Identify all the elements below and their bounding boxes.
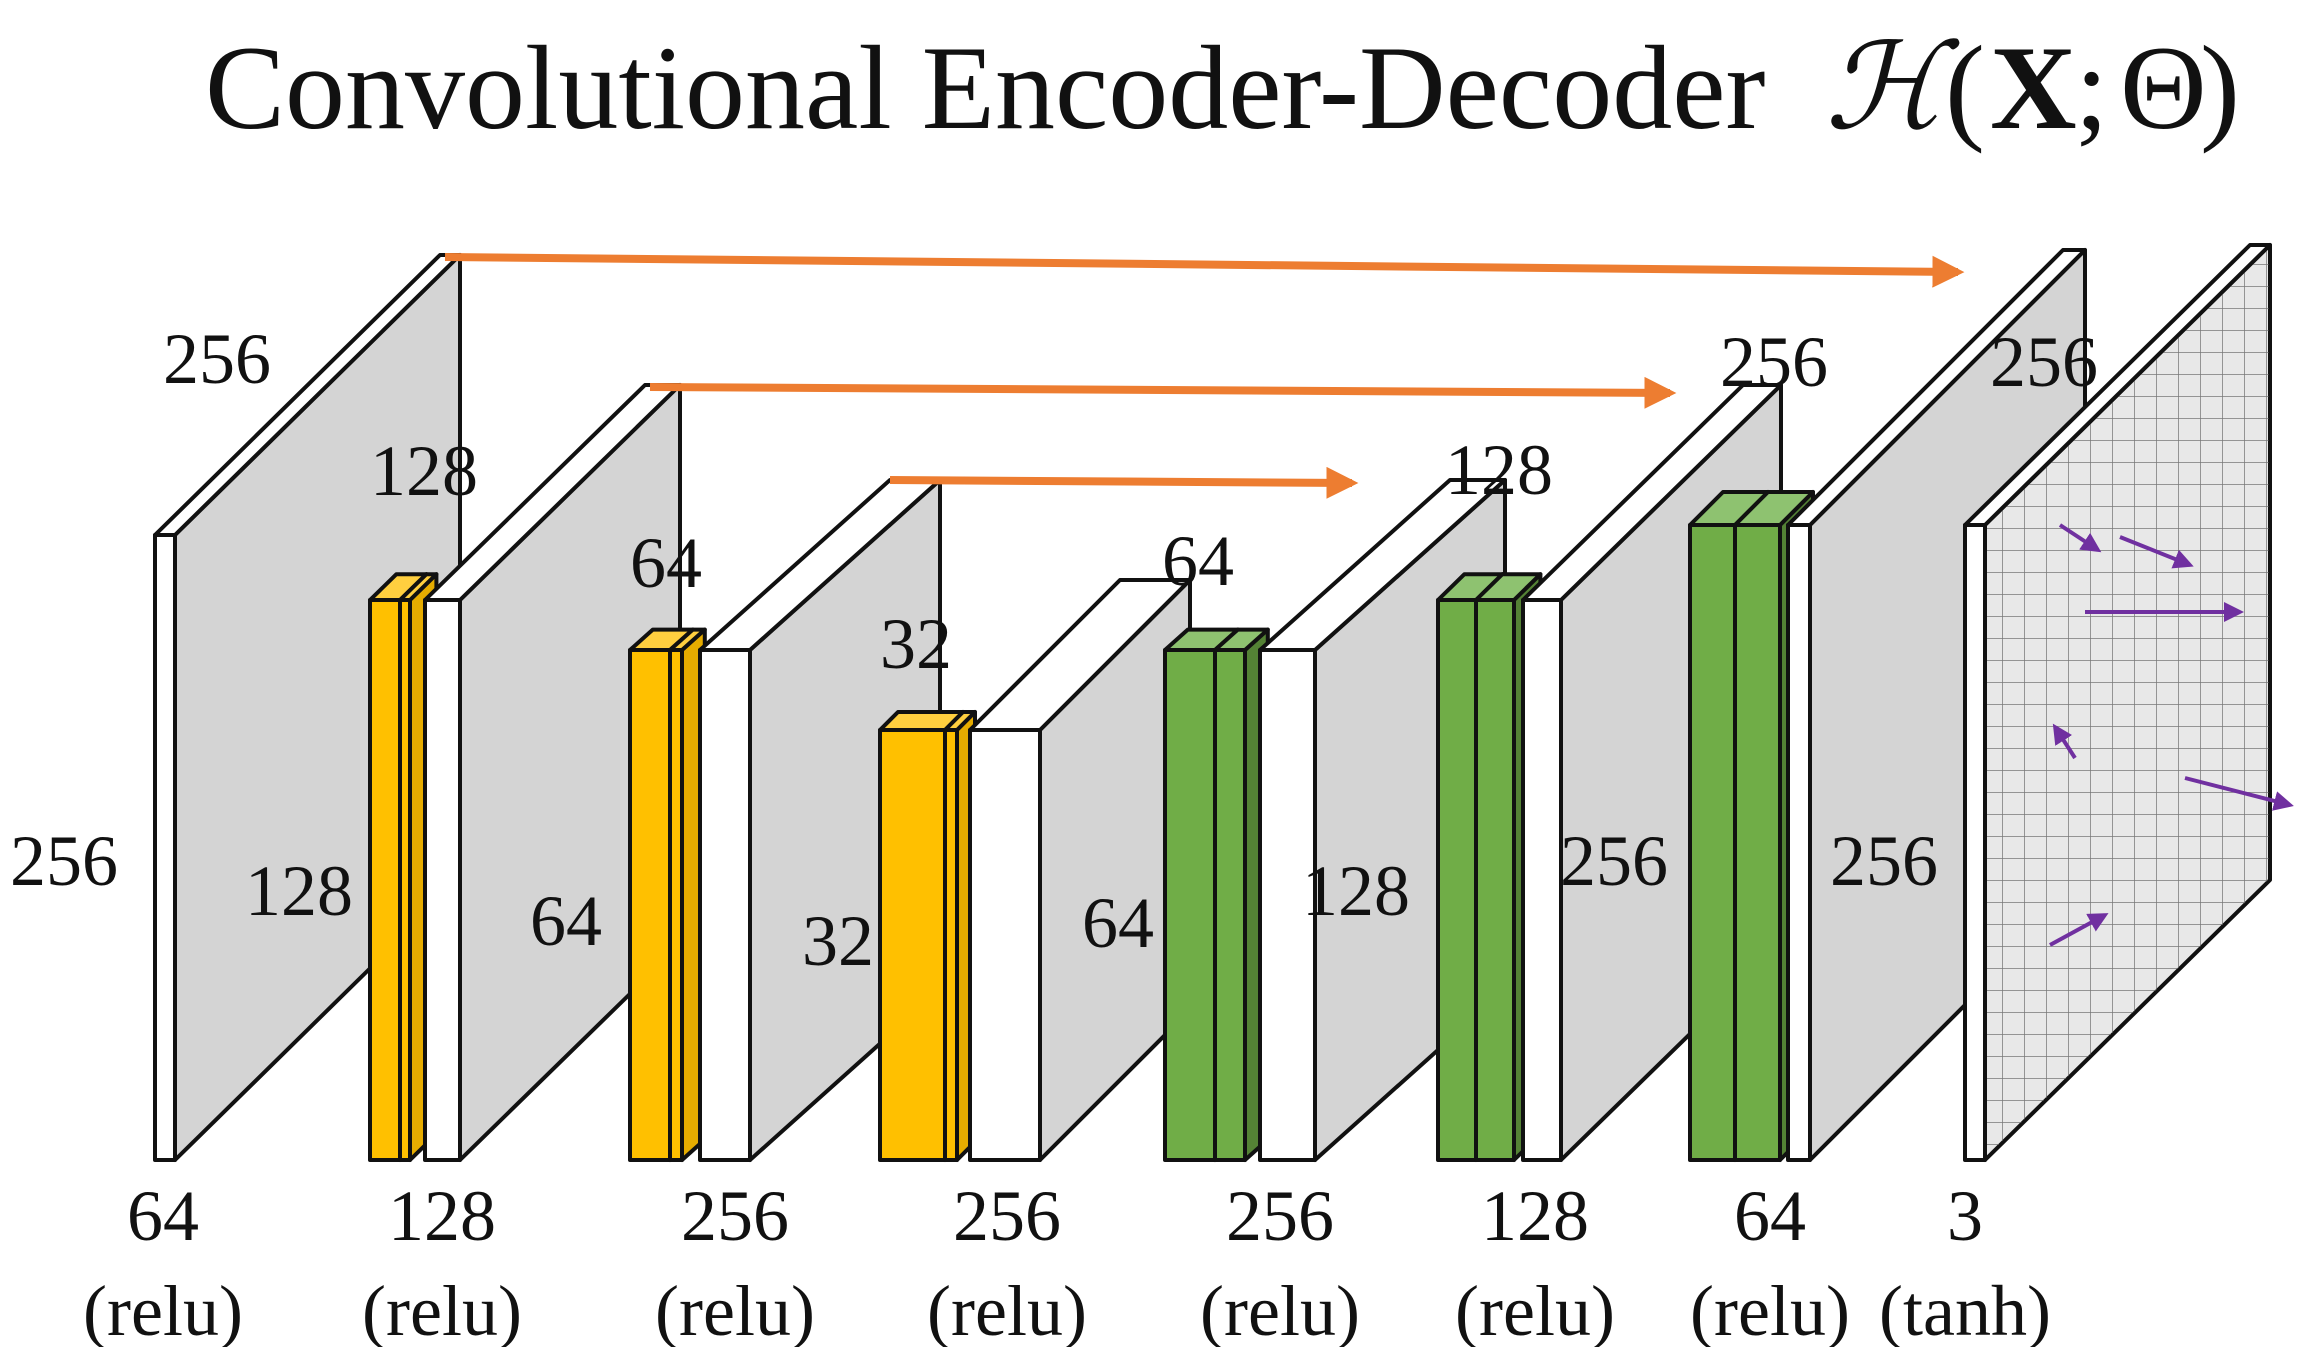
input-map-front-face — [153, 533, 177, 1162]
formula-theta: Θ — [2120, 21, 2207, 154]
channel-label-dec2: 128 — [1481, 1176, 1589, 1256]
activation-label-enc2: (relu) — [655, 1271, 815, 1347]
size-label-dec1-left: 64 — [1082, 883, 1154, 963]
channel-label-input: 64 — [127, 1176, 199, 1256]
formula-close-paren: ) — [2200, 21, 2240, 154]
dec1-conv-b-front-face — [1213, 648, 1247, 1162]
size-label-enc1-top: 128 — [370, 431, 478, 511]
dec1-conv-a-front-face — [1163, 648, 1217, 1162]
activation-label-dec3: (relu) — [1690, 1271, 1850, 1347]
enc2-map-front-face — [698, 648, 752, 1162]
channel-label-output: 3 — [1947, 1176, 1983, 1256]
size-label-dec2-left: 128 — [1302, 851, 1410, 931]
size-label-dec1-top: 64 — [1162, 521, 1234, 601]
skip-arrow-128 — [649, 376, 1677, 409]
dec3-map-front-face — [1786, 523, 1812, 1162]
dec3-conv-a-front-face — [1688, 523, 1737, 1162]
size-label-enc1-left: 128 — [245, 851, 353, 931]
size-label-enc2-left: 64 — [530, 881, 602, 961]
flow-arrow-2 — [2119, 535, 2194, 569]
enc2-conv-a-front-face — [628, 648, 672, 1162]
dec1-map-front-face — [1258, 648, 1317, 1162]
dec3-conv-b-front-face — [1733, 523, 1782, 1162]
enc3-map-front-face — [968, 728, 1042, 1162]
enc1-map-front-face — [423, 598, 462, 1162]
size-label-enc2-top: 64 — [630, 523, 702, 603]
channel-label-enc2: 256 — [681, 1176, 789, 1256]
size-label-output-left: 256 — [1830, 821, 1938, 901]
size-label-dec3-top: 256 — [1720, 322, 1828, 402]
skip-arrow-64 — [889, 466, 1359, 499]
activation-label-output: (tanh) — [1879, 1271, 2051, 1347]
dec2-conv-a-front-face — [1436, 598, 1478, 1162]
size-label-enc3-top: 32 — [880, 604, 952, 684]
activation-label-dec1: (relu) — [1200, 1271, 1360, 1347]
channel-label-enc1: 128 — [388, 1176, 496, 1256]
size-label-dec2-top: 128 — [1445, 430, 1553, 510]
size-label-output-top: 256 — [1990, 322, 2098, 402]
dec2-map-front-face — [1521, 598, 1563, 1162]
formula-open-paren: ( — [1945, 21, 1985, 154]
diagram-title: Convolutional Encoder-Decoder — [205, 21, 1765, 154]
enc3-conv-b-front-face — [943, 728, 959, 1162]
bottom-labels: 64 (relu) 128 (relu) 256 (relu) 256 (rel… — [83, 1176, 2051, 1347]
enc3-conv-a-front-face — [878, 728, 947, 1162]
size-label-enc3-left: 32 — [802, 901, 874, 981]
enc1-conv-a-front-face — [368, 598, 402, 1162]
activation-label-enc3: (relu) — [927, 1271, 1087, 1347]
slab-enc3-map — [968, 578, 1192, 1162]
size-labels: 256 256 128 128 64 64 32 32 64 64 128 12… — [10, 319, 2098, 981]
title-formula: ℋ ( X ; Θ ) — [1825, 21, 2240, 154]
enc2-conv-b-front-face — [668, 648, 684, 1162]
activation-label-enc1: (relu) — [362, 1271, 522, 1347]
enc1-conv-b-front-face — [398, 598, 412, 1162]
size-label-input-left: 256 — [10, 821, 118, 901]
flow-arrow-6 — [2049, 913, 2109, 947]
channel-label-dec3: 64 — [1734, 1176, 1806, 1256]
size-label-input-top: 256 — [163, 319, 271, 399]
flow-arrow-5 — [2184, 776, 2294, 811]
activation-label-dec2: (relu) — [1455, 1271, 1615, 1347]
formula-script-h: ℋ — [1825, 21, 1960, 154]
flow-field-arrows — [2049, 523, 2294, 947]
activation-label-input: (relu) — [83, 1271, 243, 1347]
skip-connections — [444, 253, 1965, 499]
channel-label-dec1: 256 — [1226, 1176, 1334, 1256]
slab-enc1-map — [423, 383, 682, 1162]
size-label-dec3-left: 256 — [1560, 821, 1668, 901]
channel-label-enc3: 256 — [953, 1176, 1061, 1256]
output-map-front-face — [1963, 523, 1987, 1162]
formula-x: X — [1990, 21, 2077, 154]
flow-arrow-4 — [2052, 723, 2077, 760]
dec2-conv-b-front-face — [1474, 598, 1516, 1162]
formula-separator: ; — [2075, 21, 2108, 154]
slab-output-map — [1963, 243, 2272, 1162]
flow-arrow-1 — [2058, 523, 2102, 553]
layer-slabs — [153, 243, 2272, 1162]
skip-arrow-256 — [444, 253, 1965, 288]
